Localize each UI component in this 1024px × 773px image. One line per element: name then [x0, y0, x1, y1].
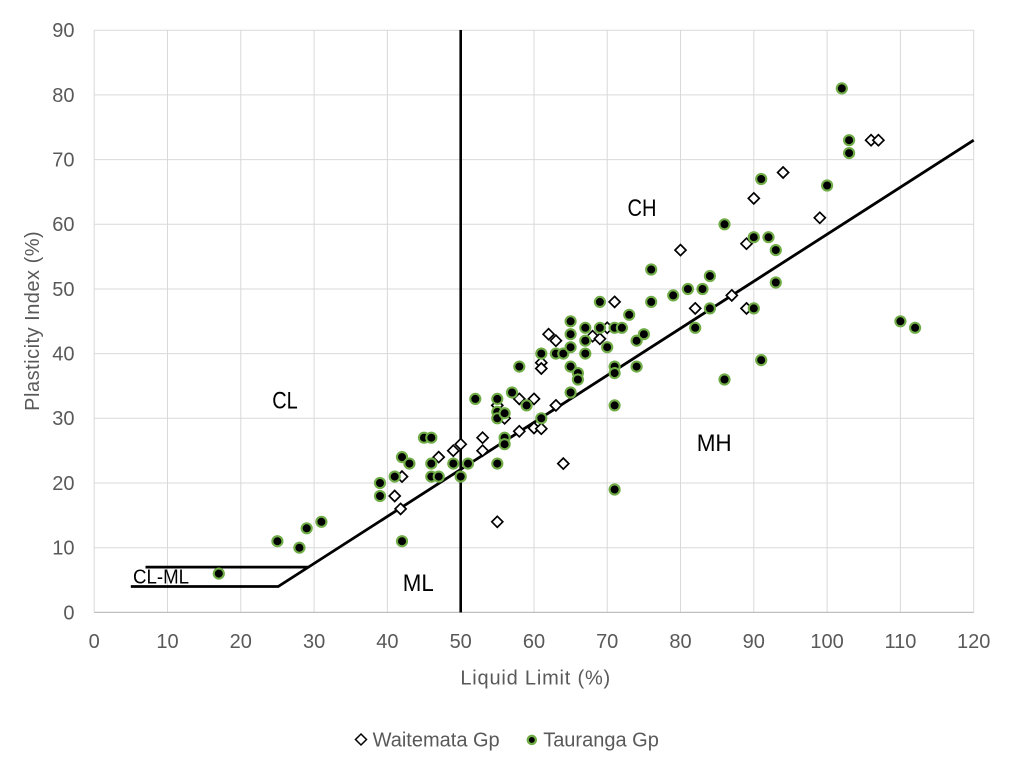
svg-text:50: 50: [450, 631, 472, 653]
svg-text:CL-ML: CL-ML: [133, 567, 189, 589]
svg-text:20: 20: [52, 473, 74, 495]
svg-text:CH: CH: [628, 195, 657, 222]
svg-text:110: 110: [884, 631, 916, 653]
svg-text:120: 120: [957, 631, 990, 653]
svg-text:0: 0: [63, 602, 74, 624]
svg-text:90: 90: [52, 20, 74, 42]
svg-text:40: 40: [52, 344, 74, 366]
svg-text:80: 80: [669, 631, 691, 653]
svg-text:30: 30: [52, 408, 74, 430]
svg-text:30: 30: [303, 631, 325, 653]
svg-text:60: 60: [523, 631, 545, 653]
svg-text:20: 20: [230, 631, 252, 653]
svg-text:90: 90: [743, 631, 765, 653]
svg-text:Liquid Limit (%): Liquid Limit (%): [460, 667, 611, 689]
svg-text:0: 0: [89, 631, 100, 653]
svg-text:10: 10: [156, 631, 178, 653]
svg-text:60: 60: [52, 214, 74, 236]
svg-text:Plasticity Index (%): Plasticity Index (%): [22, 231, 44, 411]
svg-text:MH: MH: [697, 430, 732, 457]
svg-text:50: 50: [52, 279, 74, 301]
svg-text:70: 70: [596, 631, 618, 653]
svg-text:Waitemata Gp: Waitemata Gp: [373, 730, 500, 752]
svg-text:100: 100: [810, 631, 843, 653]
svg-text:CL: CL: [272, 388, 298, 415]
svg-text:ML: ML: [403, 570, 434, 597]
svg-text:10: 10: [52, 538, 74, 560]
svg-text:80: 80: [52, 85, 74, 107]
svg-text:Tauranga Gp: Tauranga Gp: [543, 730, 659, 752]
svg-text:70: 70: [52, 150, 74, 172]
svg-text:40: 40: [376, 631, 398, 653]
